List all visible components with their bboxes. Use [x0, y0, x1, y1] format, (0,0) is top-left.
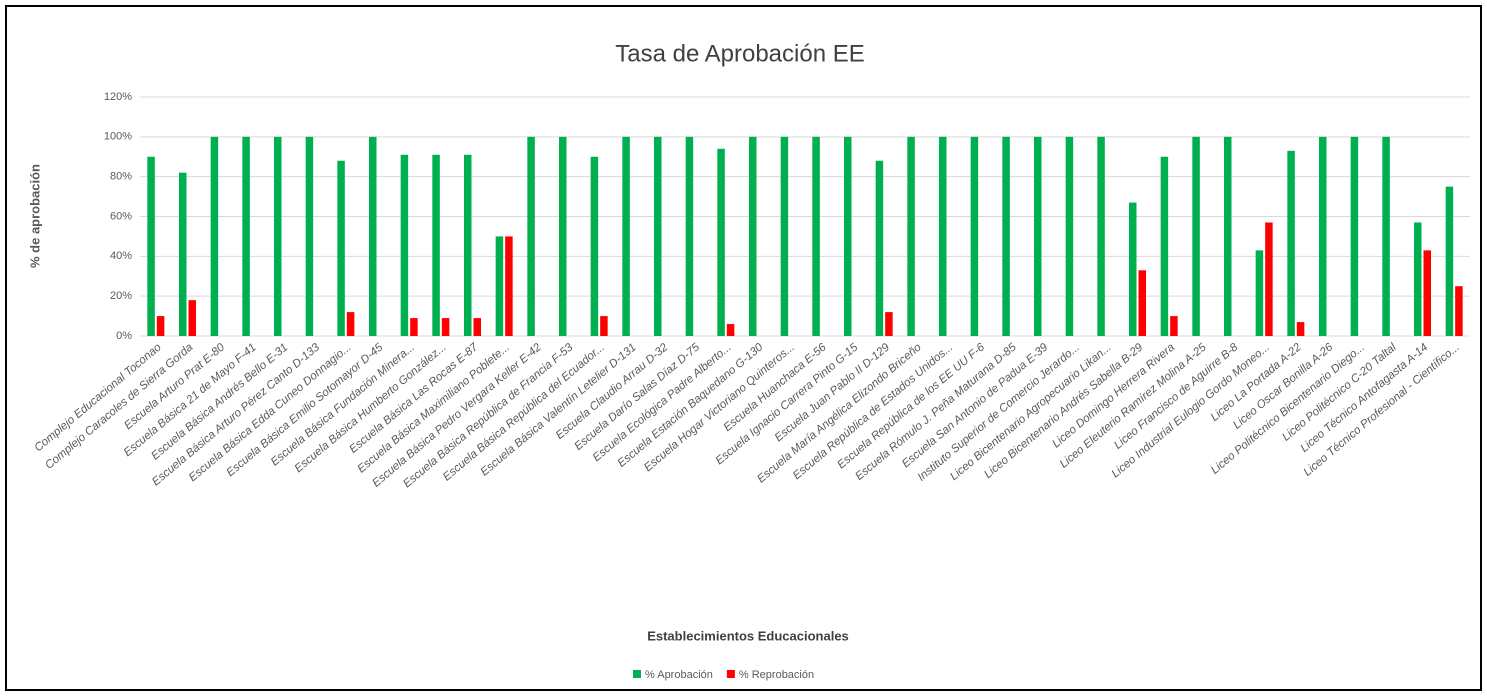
bar: [242, 136, 250, 336]
y-tick-label: 20%: [110, 290, 132, 302]
legend-swatch: [726, 670, 735, 678]
bar: [1423, 250, 1431, 336]
legend-label: % Reprobación: [739, 669, 814, 681]
bar: [369, 136, 377, 336]
bar: [1350, 136, 1359, 336]
bar: [1445, 186, 1454, 336]
bar: [1065, 136, 1074, 336]
bar: [939, 136, 947, 336]
y-axis-title: % de aprobación: [27, 164, 42, 268]
y-tick-label: 40%: [110, 250, 132, 262]
bar: [1034, 136, 1042, 336]
x-axis-title: Establecimientos Educacionales: [647, 628, 849, 643]
bar: [622, 136, 630, 336]
bar: [726, 324, 735, 336]
bar: [1170, 316, 1178, 336]
bar: [654, 136, 662, 336]
y-tick-label: 100%: [104, 131, 132, 143]
bar: [559, 136, 567, 336]
bar: [473, 318, 481, 336]
bar: [1287, 150, 1295, 336]
bar: [346, 312, 355, 336]
y-tick-label: 80%: [110, 171, 132, 183]
bar: [337, 160, 345, 336]
bar: [410, 318, 418, 336]
bar: [400, 154, 409, 336]
bar: [812, 136, 820, 336]
legend-label: % Aprobación: [645, 669, 713, 681]
bar: [600, 316, 608, 336]
bar: [495, 236, 504, 336]
y-tick-label: 60%: [110, 210, 132, 222]
bar: [1097, 136, 1105, 336]
bar: [717, 148, 725, 336]
bar: [527, 136, 535, 336]
bar: [1160, 156, 1169, 336]
chart-title: Tasa de Aprobación EE: [615, 40, 865, 67]
bar: [210, 136, 219, 336]
bar: [274, 136, 282, 336]
bar: [1382, 136, 1390, 336]
bar: [505, 236, 513, 336]
bar: [780, 136, 789, 336]
bar: [749, 136, 757, 336]
bar: [970, 136, 979, 336]
bar: [1002, 136, 1010, 336]
y-tick-label: 120%: [104, 91, 132, 103]
bar: [590, 156, 599, 336]
bar: [1265, 222, 1273, 336]
bar: [147, 156, 155, 336]
bar: [179, 172, 187, 336]
bar: [1414, 222, 1422, 336]
bar: [1296, 322, 1305, 336]
bar: [844, 136, 852, 336]
bar: [685, 136, 694, 336]
bar: [156, 316, 165, 336]
bar: [1255, 250, 1264, 336]
legend-swatch: [633, 670, 641, 678]
frame: [5, 5, 1482, 691]
bar: [1192, 136, 1200, 336]
bar: [885, 312, 893, 336]
bar: [875, 160, 884, 336]
bar: [305, 136, 314, 336]
y-tick-label: 0%: [116, 330, 132, 342]
bar: [1319, 136, 1327, 336]
bar: [1455, 286, 1463, 336]
bar: [1138, 270, 1146, 336]
bar: [1224, 136, 1232, 336]
bar: [188, 300, 196, 336]
bar: [1129, 202, 1137, 336]
bar: [464, 154, 472, 336]
bar: [432, 154, 440, 336]
bar: [441, 318, 450, 336]
bar: [907, 136, 915, 336]
